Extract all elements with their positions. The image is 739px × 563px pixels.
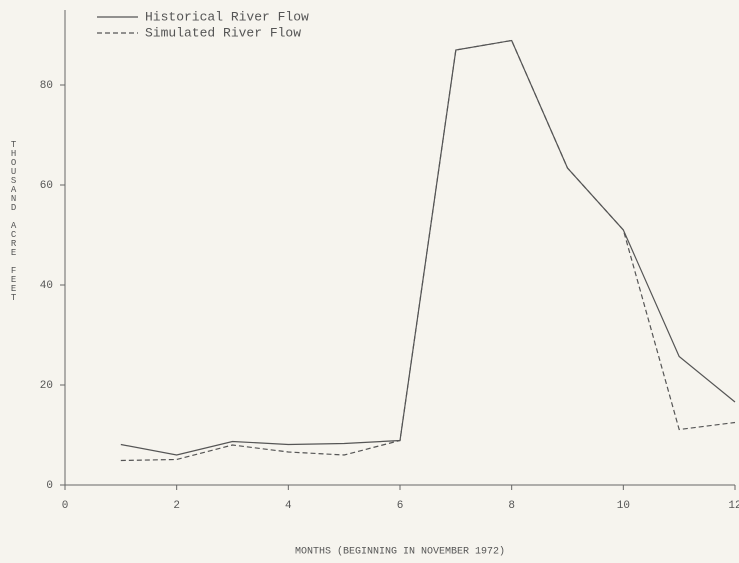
legend-label: Simulated River Flow xyxy=(145,25,301,40)
y-tick-label: 80 xyxy=(40,80,53,92)
x-tick-label: 2 xyxy=(173,500,180,512)
x-tick-label: 10 xyxy=(617,500,630,512)
x-tick-label: 8 xyxy=(508,500,515,512)
x-tick-label: 12 xyxy=(728,500,739,512)
x-axis-label: MONTHS (BEGINNING IN NOVEMBER 1972) xyxy=(295,546,505,558)
series-line xyxy=(120,39,736,462)
x-tick-label: 0 xyxy=(62,500,69,512)
x-tick-label: 4 xyxy=(285,500,292,512)
y-tick-label: 60 xyxy=(40,180,53,192)
x-tick-label: 6 xyxy=(397,500,404,512)
legend-label: Historical River Flow xyxy=(145,9,309,24)
y-tick-label: 40 xyxy=(40,280,53,292)
y-tick-label: 20 xyxy=(40,380,53,392)
y-axis-label: THOUSAND ACRE FEET xyxy=(9,140,19,302)
y-tick-label: 0 xyxy=(46,480,53,492)
